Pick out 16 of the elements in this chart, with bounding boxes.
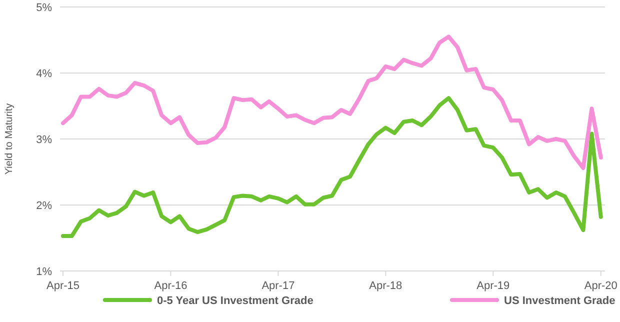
y-tick-label: 3% [36,134,52,146]
y-tick-label: 2% [36,200,52,212]
x-tick-label: Apr-20 [584,280,618,292]
y-tick-label: 5% [36,2,52,14]
line-series [61,34,603,170]
x-tick-label: Apr-18 [369,280,402,292]
y-axis-title: Yield to Maturity [4,103,15,175]
y-tick-label: 1% [36,266,52,278]
x-tick-label: Apr-19 [476,280,510,292]
legend-label: US Investment Grade [504,295,616,307]
x-tick-label: Apr-17 [262,280,295,292]
x-tick-label: Apr-15 [46,280,80,292]
line-series [61,96,603,238]
legend-label: 0-5 Year US Investment Grade [157,295,314,307]
y-tick-label: 4% [36,68,52,80]
x-tick-label: Apr-16 [154,280,188,292]
